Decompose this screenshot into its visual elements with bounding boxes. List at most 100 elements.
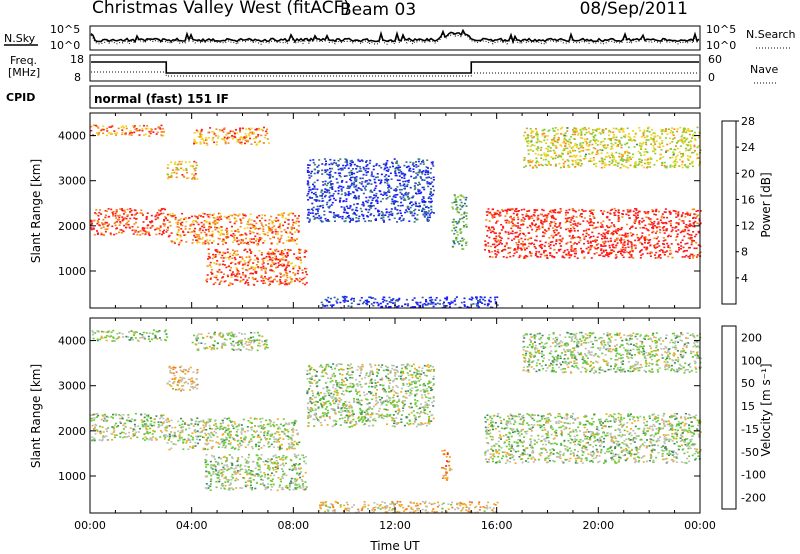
echo-cell <box>370 173 373 175</box>
echo-cell <box>104 336 106 339</box>
echo-cell <box>255 222 258 225</box>
echo-cell <box>687 237 690 239</box>
echo-cell <box>582 142 585 144</box>
echo-cell <box>207 215 210 218</box>
echo-cell <box>549 210 551 213</box>
echo-cell <box>486 303 489 305</box>
echo-cell <box>265 130 268 133</box>
echo-cell <box>648 131 651 133</box>
echo-cell <box>677 223 680 226</box>
echo-cell <box>297 251 300 253</box>
echo-cell <box>506 212 508 215</box>
echo-cell <box>604 241 607 243</box>
echo-cell <box>258 128 261 131</box>
echo-cell <box>525 137 527 140</box>
echo-cell <box>264 136 267 139</box>
echo-cell <box>396 221 398 223</box>
echo-cell <box>566 159 569 161</box>
echo-cell <box>313 163 316 166</box>
echo-cell <box>141 334 144 336</box>
echo-cell <box>678 165 681 167</box>
echo-cell <box>328 171 331 174</box>
echo-cell <box>218 219 221 222</box>
echo-cell <box>651 138 654 140</box>
echo-cell <box>534 152 537 155</box>
echo-cell <box>329 194 332 197</box>
echo-cell <box>222 263 224 266</box>
echo-cell <box>663 164 666 167</box>
echo-cell <box>335 300 338 302</box>
echo-cell <box>691 253 694 256</box>
echo-cell <box>667 128 670 130</box>
echo-cell <box>633 219 636 221</box>
echo-cell <box>134 331 137 333</box>
echo-cell <box>452 240 455 242</box>
echo-cell <box>352 219 355 221</box>
echo-cell <box>105 134 108 137</box>
echo-cell <box>99 209 101 211</box>
echo-cell <box>350 184 353 186</box>
echo-cell <box>690 224 693 227</box>
echo-cell <box>137 425 140 427</box>
echo-cell <box>395 189 398 191</box>
echo-cell <box>297 230 300 232</box>
echo-cell <box>264 275 266 278</box>
echo-cell <box>310 170 313 173</box>
echo-cell <box>379 200 382 203</box>
echo-cell <box>595 153 598 156</box>
echo-cell <box>566 217 569 220</box>
echo-cell <box>362 204 365 207</box>
echo-cell <box>539 240 542 242</box>
echo-cell <box>103 413 106 416</box>
echo-cell <box>447 302 450 304</box>
echo-cell <box>491 216 494 218</box>
echo-cell <box>95 209 98 211</box>
echo-cell <box>603 242 606 245</box>
echo-cell <box>627 146 630 149</box>
echo-cell <box>600 141 603 143</box>
echo-cell <box>552 140 554 142</box>
echo-cell <box>111 124 114 127</box>
echo-cell <box>154 228 157 231</box>
echo-cell <box>373 301 376 304</box>
echo-cell <box>166 167 169 169</box>
echo-cell <box>427 212 429 214</box>
echo-cell <box>228 136 231 139</box>
echo-cell <box>433 189 435 192</box>
echo-cell <box>201 229 204 232</box>
echo-cell <box>367 171 369 173</box>
echo-cell <box>178 219 181 221</box>
echo-cell <box>343 208 346 211</box>
echo-cell <box>519 229 522 232</box>
echo-cell <box>610 148 613 150</box>
echo-cell <box>374 298 377 300</box>
echo-cell <box>267 225 270 228</box>
echo-cell <box>504 230 507 233</box>
echo-cell <box>554 157 557 160</box>
echo-cell <box>377 303 380 305</box>
echo-cell <box>555 226 558 228</box>
echo-cell <box>402 196 405 198</box>
echo-cell <box>341 167 344 170</box>
echo-cell <box>396 193 399 196</box>
echo-cell <box>582 128 585 131</box>
echo-cell <box>260 266 263 269</box>
echo-cell <box>196 216 199 218</box>
echo-cell <box>311 208 314 210</box>
echo-cell <box>385 162 388 164</box>
echo-cell <box>488 226 491 229</box>
echo-cell <box>613 158 616 160</box>
echo-cell <box>337 192 340 195</box>
echo-cell <box>690 253 693 256</box>
echo-cell <box>291 262 293 264</box>
echo-cell <box>161 208 163 210</box>
echo-cell <box>158 337 161 339</box>
echo-cell <box>360 297 363 299</box>
noise-right-bottom-tick: 10^0 <box>706 39 736 52</box>
echo-cell <box>680 153 683 155</box>
echo-cell <box>219 212 222 215</box>
echo-cell <box>205 221 208 224</box>
echo-cell <box>570 247 573 250</box>
echo-cell <box>131 418 133 420</box>
